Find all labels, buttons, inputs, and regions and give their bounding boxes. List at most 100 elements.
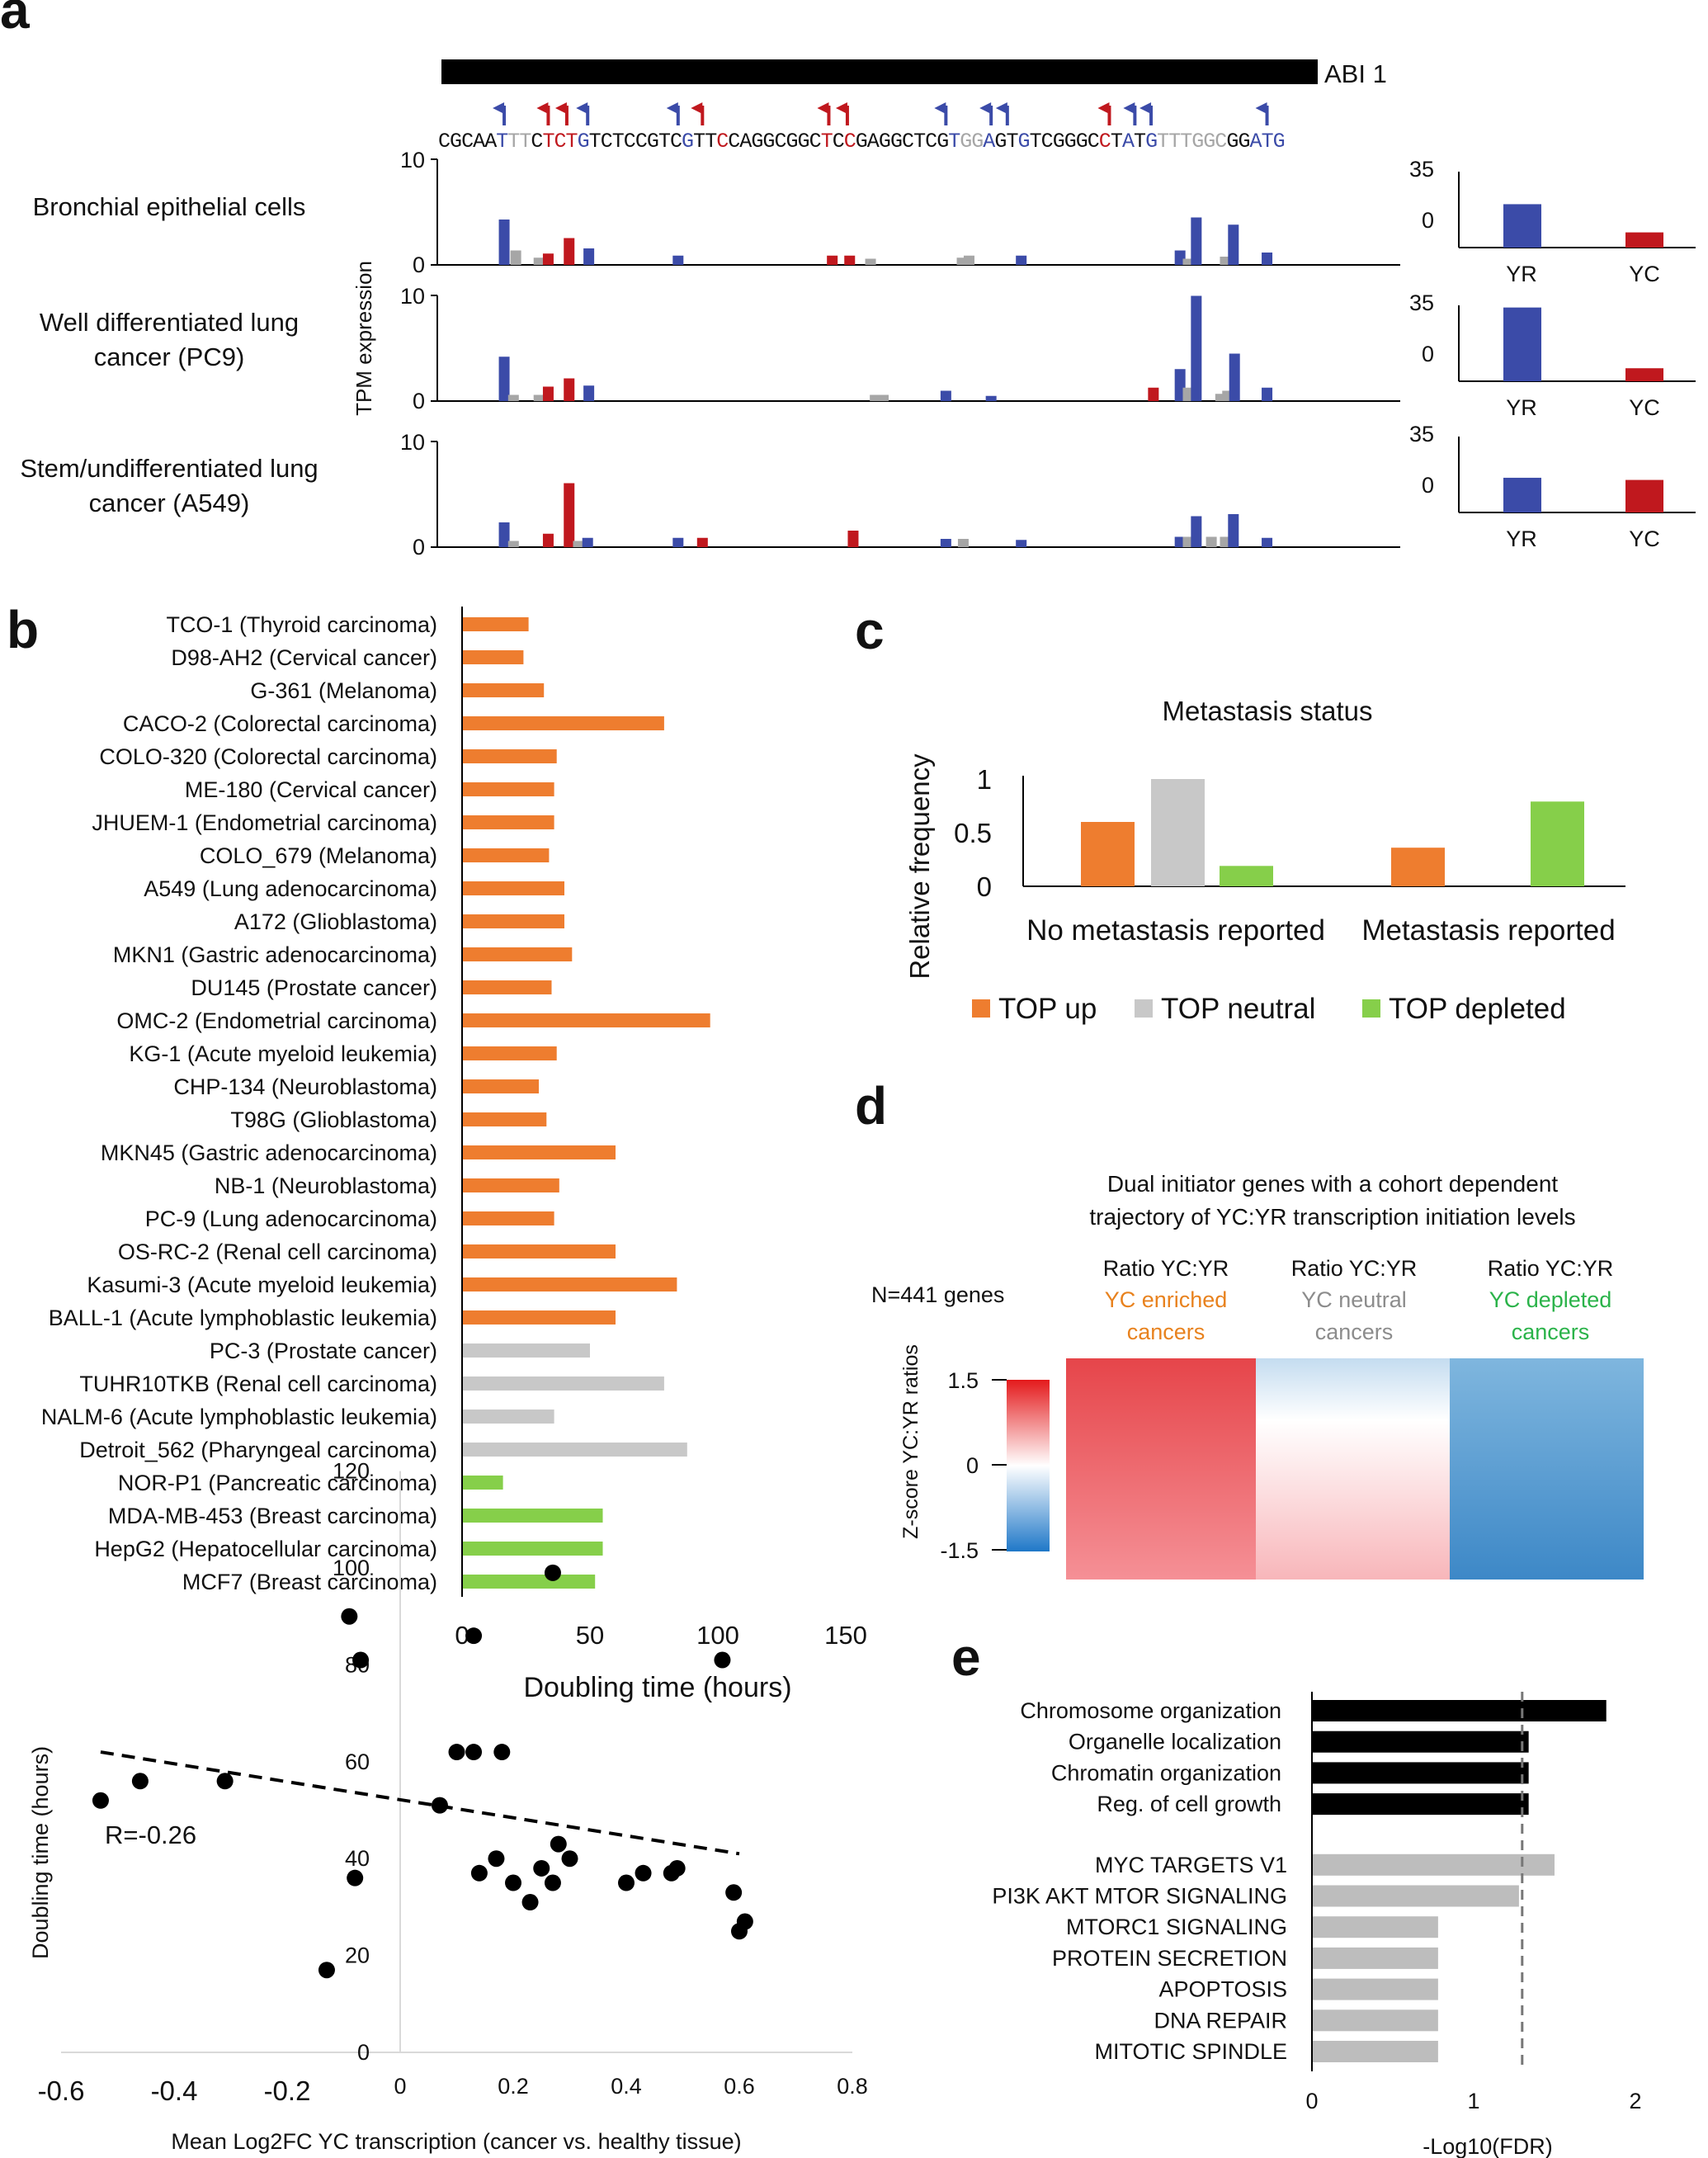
tss-bar (1191, 295, 1202, 401)
tss-bar (583, 385, 595, 401)
sequence-base: T (1111, 130, 1123, 153)
tss-bar (573, 541, 584, 547)
doubling-bar (462, 881, 564, 895)
scatter-point (92, 1792, 109, 1809)
enrichment-term-label: MTORC1 SIGNALING (1066, 1915, 1287, 1939)
panel-d-label: d (855, 1076, 887, 1136)
scatter-trendline (100, 1750, 740, 1856)
sequence-base: G (1239, 130, 1251, 153)
cell-line-label: MDA-MB-453 (Breast carcinoma) (108, 1504, 437, 1528)
metastasis-bar (1151, 779, 1205, 886)
metastasis-tick-label: 0.5 (954, 818, 992, 848)
metastasis-bar (1220, 866, 1273, 886)
sequence-base: G (879, 130, 891, 153)
tss-arrow-head (979, 102, 992, 114)
doubling-xlabel: Doubling time (hours) (523, 1672, 791, 1703)
cell-line-label: G-361 (Melanoma) (250, 678, 437, 703)
cell-line-label: PC-3 (Prostate cancer) (210, 1339, 437, 1363)
sequence-base: G (856, 130, 868, 153)
tpm-tick-label: 0 (413, 535, 425, 560)
sequence-base: G (647, 130, 659, 153)
colorbar-label: Z-score YC:YR ratios (899, 1344, 922, 1539)
metastasis-ylabel: Relative frequency (904, 753, 935, 980)
sequence-base: T (566, 130, 578, 153)
cell-line-label: JHUEM-1 (Endometrial carcinoma) (92, 810, 437, 835)
panel-c-label: c (855, 601, 885, 660)
scatter-point (736, 1913, 753, 1930)
doubling-bar (462, 1046, 557, 1060)
tss-arrow-head (666, 102, 678, 114)
mini-tick-label: 35 (1409, 290, 1434, 315)
mini-tick-label: 35 (1409, 157, 1434, 182)
sequence-base: T (496, 130, 508, 153)
enrichment-bar (1312, 1978, 1438, 2000)
sequence-base: C (601, 130, 613, 153)
heatmap-title-line2: trajectory of YC:YR transcription initia… (1089, 1204, 1575, 1230)
tss-bar (564, 238, 575, 265)
tss-arrow-head (576, 102, 588, 114)
cell-line-label: A549 (Lung adenocarcinoma) (144, 876, 437, 901)
enrichment-bar (1312, 2041, 1438, 2062)
scatter-point (635, 1864, 652, 1882)
scatter-point (725, 1884, 743, 1901)
sequence-base: C (1215, 130, 1227, 153)
heatmap-cell (1256, 1358, 1450, 1580)
tss-bar (1262, 387, 1273, 401)
sequence-base: G (994, 130, 1007, 153)
enrichment-term-label: Chromosome organization (1020, 1698, 1281, 1723)
scatter-point (465, 1744, 483, 1761)
heatmap-column-ratio: Ratio YC:YR (1291, 1256, 1418, 1281)
sequence-base: T (589, 130, 602, 153)
gene-bar (441, 59, 1318, 84)
cell-line-label: COLO-320 (Colorectal carcinoma) (99, 744, 437, 769)
doubling-bar (462, 815, 554, 829)
scatter-x-tick-label: 0.2 (498, 2074, 529, 2099)
tss-bar (507, 541, 519, 547)
sequence-base: T (693, 130, 705, 153)
sequence-base: C (728, 130, 740, 153)
tss-bar (564, 483, 575, 547)
enrichment-tick-label: 1 (1467, 2089, 1479, 2113)
doubling-bar (462, 716, 664, 730)
scatter-r-annotation: R=-0.26 (105, 1820, 196, 1849)
sequence-base: T (519, 130, 531, 153)
panel-b-label: b (7, 600, 39, 659)
doubling-tick-label: 100 (696, 1621, 739, 1650)
sequence-base: T (1007, 130, 1019, 153)
heatmap-column-subtitle: YC depleted (1489, 1287, 1612, 1312)
heatmap-column-subtitle: cancers (1127, 1320, 1206, 1344)
sequence-base: G (450, 130, 462, 153)
doubling-bar (462, 1145, 616, 1159)
tss-bar (1229, 353, 1240, 401)
enrichment-term-label: Chromatin organization (1051, 1760, 1281, 1785)
legend-swatch (972, 999, 990, 1018)
enrichment-bar (1312, 1916, 1438, 1938)
sequence-base: T (913, 130, 926, 153)
sequence-base: T (1168, 130, 1181, 153)
sequence-base: T (1262, 130, 1274, 153)
scatter-y-tick-label: 60 (345, 1750, 370, 1774)
heatmap: Ratio YC:YR YC enriched cancers Ratio YC:YR… (940, 1256, 1644, 1580)
sequence-base: A (739, 130, 752, 153)
scatter-x-tick-label: -0.2 (264, 2075, 311, 2106)
cell-line-label: PC-9 (Lung adenocarcinoma) (145, 1206, 437, 1231)
tss-bar (1215, 394, 1226, 401)
sequence-base: G (578, 130, 590, 153)
scatter-point (561, 1850, 578, 1868)
sequence-base: A (1122, 130, 1135, 153)
scatter-ylabel: Doubling time (hours) (28, 1746, 53, 1959)
cell-line-label: KG-1 (Acute myeloid leukemia) (129, 1041, 437, 1066)
sequence-base: C (1088, 130, 1100, 153)
sequence-base: T (821, 130, 833, 153)
sequence-base: C (438, 130, 451, 153)
heatmap-cell (1066, 1358, 1256, 1580)
tss-bar (542, 533, 554, 547)
mini-tick-label: 0 (1422, 473, 1434, 498)
sequence-base: C (809, 130, 822, 153)
scatter-plot: -0.6-0.4-0.200.20.40.60.8020406080100120 (38, 1459, 868, 2106)
heatmap-column-subtitle: YC neutral (1301, 1287, 1407, 1312)
enrichment-term-label: Reg. of cell growth (1097, 1792, 1281, 1816)
sequence-base: T (658, 130, 671, 153)
mini-category-label: YC (1629, 262, 1660, 286)
enrichment-tick-label: 0 (1305, 2089, 1318, 2113)
